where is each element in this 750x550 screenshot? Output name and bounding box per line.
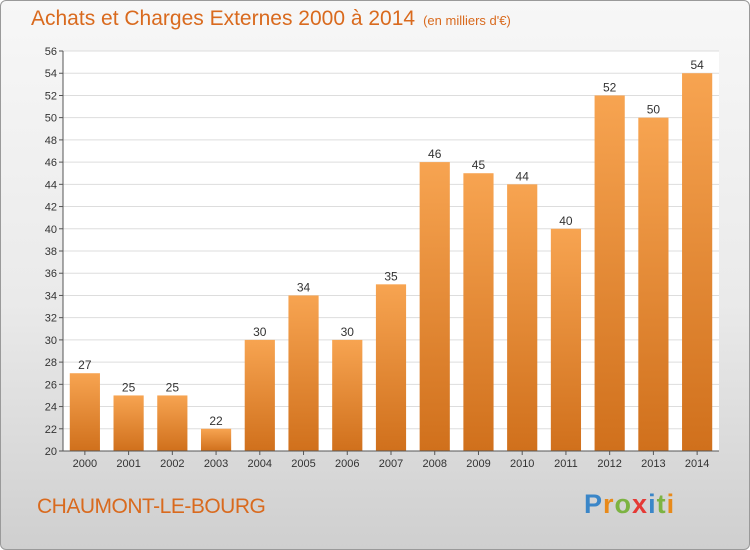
x-tick-label: 2011 [554,458,578,470]
bar [288,295,319,451]
city-name: CHAUMONT-LE-BOURG [37,495,266,518]
proxiti-logo: Proxiti [584,489,676,519]
y-tick-label: 48 [45,135,57,147]
data-label: 30 [341,325,355,339]
y-tick-label: 28 [45,357,57,369]
data-label: 30 [253,325,267,339]
bar [463,173,494,451]
x-tick-label: 2004 [248,458,272,470]
data-label: 44 [516,169,530,183]
y-tick-label: 34 [45,290,57,302]
y-tick-label: 52 [45,90,57,102]
data-label: 46 [428,147,442,161]
x-tick-label: 2006 [335,458,359,470]
chart-unit: (en milliers d'€) [423,13,511,28]
y-tick-label: 30 [45,335,57,347]
bar [507,184,538,452]
x-tick-label: 2000 [73,458,97,470]
bar [682,73,713,451]
y-tick-label: 22 [45,424,57,436]
y-tick-label: 32 [45,313,57,325]
bar [200,428,232,451]
x-tick-label: 2005 [291,458,315,470]
data-label: 45 [472,158,486,172]
data-label: 27 [78,358,92,372]
data-label: 22 [209,414,223,428]
x-tick-label: 2013 [641,458,665,470]
chart-title-text: Achats et Charges Externes 2000 à 2014 [31,7,416,30]
x-tick-label: 2012 [597,458,621,470]
data-label: 25 [166,380,180,394]
y-tick-label: 54 [45,68,57,80]
x-tick-label: 2007 [379,458,403,470]
y-tick-label: 24 [45,402,57,414]
bar [157,395,188,451]
bar [419,162,450,451]
bar [113,395,144,451]
bar [332,339,363,451]
y-tick-label: 42 [45,202,57,214]
data-label: 52 [603,80,617,94]
x-tick-label: 2008 [422,458,446,470]
data-label: 50 [647,103,661,117]
y-tick-label: 50 [45,113,57,125]
x-tick-label: 2009 [466,458,490,470]
data-label: 34 [297,280,311,294]
y-tick-label: 20 [45,446,57,458]
data-label: 35 [384,269,398,283]
y-tick-label: 46 [45,157,57,169]
bar [594,95,625,451]
y-tick-label: 26 [45,379,57,391]
x-tick-label: 2001 [116,458,140,470]
x-tick-label: 2002 [160,458,184,470]
y-tick-label: 40 [45,224,57,236]
x-tick-label: 2014 [685,458,709,470]
y-tick-label: 56 [45,46,57,58]
bar [69,373,100,451]
bar [244,339,275,451]
bar [638,117,669,452]
x-tick-label: 2010 [510,458,534,470]
chart-title: Achats et Charges Externes 2000 à 2014 (e… [31,7,511,31]
data-label: 25 [122,380,136,394]
data-label: 54 [690,58,704,72]
x-tick-label: 2003 [204,458,228,470]
y-tick-label: 36 [45,268,57,280]
bar [550,228,582,451]
y-tick-label: 44 [45,179,57,191]
y-tick-label: 38 [45,246,57,258]
data-label: 40 [559,214,573,228]
bar [375,284,407,451]
